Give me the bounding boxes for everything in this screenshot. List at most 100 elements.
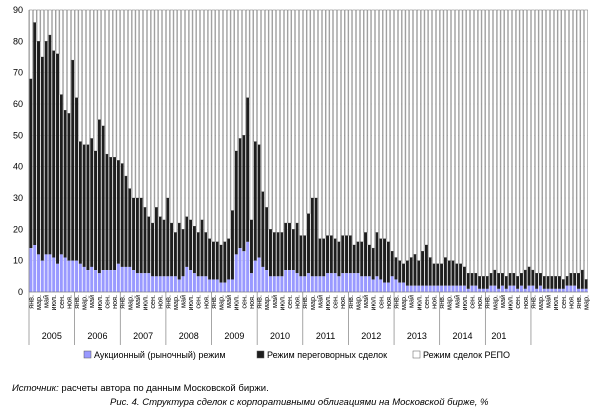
x-month-label: сен. xyxy=(239,295,248,309)
bar-negotiated xyxy=(192,226,196,274)
bar-repo xyxy=(534,9,539,274)
bar-auction xyxy=(337,276,341,292)
bar-negotiated xyxy=(538,273,542,286)
bar-auction xyxy=(113,270,117,292)
x-year-label: 2014 xyxy=(452,331,472,341)
bar-repo xyxy=(538,9,543,274)
source-label: Источник: xyxy=(12,383,59,394)
x-month-label: май xyxy=(133,295,142,308)
bar-negotiated xyxy=(215,241,219,280)
bar-auction xyxy=(280,276,284,292)
y-tick-label: 80 xyxy=(13,36,23,46)
bar-repo xyxy=(439,9,444,265)
bar-negotiated xyxy=(451,260,455,286)
x-month-label: май xyxy=(42,295,51,308)
bar-repo xyxy=(223,9,227,243)
bar-auction xyxy=(550,288,554,292)
bar-auction xyxy=(519,285,523,292)
x-month-label: ноя. xyxy=(521,295,530,309)
bar-negotiated xyxy=(189,219,193,271)
bar-repo xyxy=(63,9,67,111)
bar-negotiated xyxy=(29,78,33,249)
x-month-label: июл. xyxy=(277,295,286,310)
x-month-label: янв. xyxy=(574,295,583,309)
bar-auction xyxy=(470,285,474,292)
bar-auction xyxy=(299,276,303,292)
bar-repo xyxy=(143,9,147,208)
bar-negotiated xyxy=(268,229,272,277)
bar-negotiated xyxy=(409,257,413,286)
bar-negotiated xyxy=(329,235,333,274)
bar-auction xyxy=(200,276,204,292)
bar-repo xyxy=(150,9,155,224)
bar-repo xyxy=(185,9,189,218)
bar-auction xyxy=(56,263,60,292)
x-month-label: май xyxy=(270,295,279,308)
bar-repo xyxy=(287,9,292,224)
x-month-label: июл. xyxy=(506,295,515,310)
bar-repo xyxy=(436,9,440,265)
bar-negotiated xyxy=(561,279,565,289)
bar-auction xyxy=(531,285,535,292)
bar-repo xyxy=(173,9,178,233)
bar-repo xyxy=(139,9,143,199)
bar-repo xyxy=(36,9,41,42)
x-month-label: мар. xyxy=(217,295,226,310)
bar-auction xyxy=(288,270,291,292)
y-tick-label: 10 xyxy=(13,256,23,266)
bar-auction xyxy=(166,276,170,292)
bar-auction xyxy=(177,279,181,292)
bar-negotiated xyxy=(276,232,280,277)
bar-repo xyxy=(432,9,436,265)
bar-negotiated xyxy=(326,235,329,274)
bar-repo xyxy=(71,9,75,61)
bar-negotiated xyxy=(348,235,352,274)
bar-auction xyxy=(86,270,90,292)
bar-negotiated xyxy=(386,241,390,283)
bar-repo xyxy=(481,9,486,277)
bar-negotiated xyxy=(94,151,98,271)
bar-negotiated xyxy=(120,163,124,267)
x-month-label: ноя. xyxy=(156,295,165,309)
bar-auction xyxy=(261,266,265,292)
bar-repo xyxy=(553,9,558,277)
bar-repo xyxy=(124,9,128,177)
bar-negotiated xyxy=(166,198,170,277)
bar-auction xyxy=(37,254,40,292)
bar-negotiated xyxy=(211,241,215,280)
x-month-label: июл. xyxy=(95,295,104,310)
bar-negotiated xyxy=(447,260,451,286)
bar-negotiated xyxy=(565,276,569,286)
bar-auction xyxy=(375,276,379,292)
x-year-label: 2011 xyxy=(316,331,335,341)
bar-repo xyxy=(147,9,151,218)
bar-auction xyxy=(383,282,387,292)
bar-negotiated xyxy=(170,223,174,277)
bar-auction xyxy=(409,285,413,292)
bar-auction xyxy=(265,270,269,292)
x-month-label: май xyxy=(87,295,96,308)
bar-repo xyxy=(272,9,276,233)
bar-negotiated xyxy=(424,245,428,286)
bar-auction xyxy=(189,270,193,292)
bar-auction xyxy=(128,266,132,292)
bar-negotiated xyxy=(48,35,52,255)
bar-auction xyxy=(493,285,497,292)
bar-auction xyxy=(63,257,67,292)
bar-auction xyxy=(154,276,158,292)
bar-auction xyxy=(447,285,451,292)
bar-repo xyxy=(261,9,265,192)
bar-repo xyxy=(226,9,231,239)
bar-negotiated xyxy=(101,125,105,271)
bar-auction xyxy=(303,276,307,292)
bar-repo xyxy=(542,9,546,277)
bar-auction xyxy=(557,288,561,292)
bar-repo xyxy=(52,9,56,51)
bar-auction xyxy=(105,270,109,292)
bar-repo xyxy=(109,9,113,158)
bar-auction xyxy=(173,276,177,292)
bar-auction xyxy=(326,273,329,292)
bar-auction xyxy=(542,288,546,292)
bar-repo xyxy=(500,9,505,274)
x-month-label: мар. xyxy=(308,295,317,310)
